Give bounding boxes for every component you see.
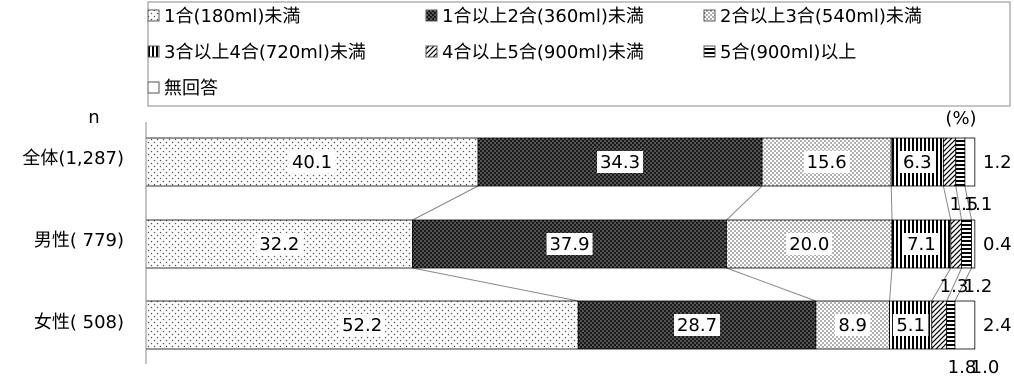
legend: 1合(180ml)未満 1合以上2合(360ml)未満 2合以上3合(540ml)未… <box>147 6 922 99</box>
value-label-bg <box>803 151 850 173</box>
bar-segment <box>955 137 966 187</box>
legend-label-7: 無回答 <box>164 78 218 99</box>
legend-label-3: 2合以上3合(540ml)未満 <box>720 6 922 27</box>
legend-box <box>147 1 1011 107</box>
connector-line <box>726 267 817 302</box>
value-label: 8.9 <box>838 315 867 336</box>
value-label: 1.1 <box>964 194 993 215</box>
value-label: 34.3 <box>600 152 640 173</box>
value-label-bg <box>834 314 871 336</box>
bar-segment <box>942 137 957 187</box>
connector-line <box>946 267 963 302</box>
bar-segment <box>950 219 962 269</box>
legend-label-4: 3合以上4合(720ml)未満 <box>164 42 366 63</box>
value-label-bg <box>674 314 721 336</box>
category-label-total: 全体(1,287) <box>22 148 124 169</box>
value-label: 20.0 <box>789 234 829 255</box>
value-label-bg <box>597 151 644 173</box>
legend-swatch-7 <box>147 81 160 94</box>
value-label: 0.4 <box>983 234 1012 255</box>
value-label-bg <box>892 314 929 336</box>
category-label-male: 男性( 779) <box>34 230 124 251</box>
connector-line <box>412 267 579 302</box>
value-label-bg <box>289 151 336 173</box>
connector-line <box>954 267 972 302</box>
value-label: 15.6 <box>807 152 847 173</box>
legend-swatch-3 <box>703 9 716 22</box>
connector-lines <box>412 185 973 302</box>
unit-label: (%) <box>945 108 976 129</box>
value-label: 6.3 <box>903 152 932 173</box>
legend-label-6: 5合(900ml)以上 <box>720 42 856 63</box>
value-label-bg <box>899 151 936 173</box>
value-label-bg <box>256 233 303 255</box>
connector-line <box>412 185 479 221</box>
value-label: 52.2 <box>342 315 382 336</box>
value-label: 1.0 <box>971 357 1000 377</box>
bar-segment <box>964 137 976 187</box>
connector-line <box>931 267 952 302</box>
n-label: n <box>88 107 99 128</box>
legend-swatch-6 <box>703 45 716 58</box>
value-label: 1.2 <box>983 152 1012 173</box>
value-label-bg <box>339 314 386 336</box>
connector-line <box>889 267 893 302</box>
connector-line <box>890 185 893 221</box>
legend-swatch-5 <box>425 45 438 58</box>
legend-label-5: 4合以上5合(900ml)未満 <box>442 42 644 63</box>
value-label: 37.9 <box>549 234 589 255</box>
connector-line <box>726 185 763 221</box>
connector-line <box>942 185 952 221</box>
value-label: 40.1 <box>292 152 332 173</box>
value-label: 1.8 <box>948 357 977 377</box>
value-label: 1.2 <box>964 276 993 297</box>
legend-swatch-2 <box>425 9 438 22</box>
value-label: 1.5 <box>950 194 979 215</box>
bar-segment <box>961 219 972 269</box>
value-label-bg <box>786 233 833 255</box>
bar-segment <box>931 300 948 350</box>
bar-segment <box>946 300 956 350</box>
legend-label-1: 1合(180ml)未満 <box>164 6 300 27</box>
value-label-bg <box>546 233 593 255</box>
bars <box>145 137 976 350</box>
value-label: 32.2 <box>259 234 299 255</box>
legend-label-2: 1合以上2合(360ml)未満 <box>442 6 644 27</box>
legend-swatch-4 <box>147 45 160 58</box>
value-label-bg <box>903 233 940 255</box>
connector-line <box>964 185 973 221</box>
legend-swatch-1 <box>147 9 160 22</box>
value-label: 7.1 <box>907 234 936 255</box>
bar-segment <box>971 219 976 269</box>
value-label: 5.1 <box>896 315 925 336</box>
connector-line <box>955 185 963 221</box>
value-labels: 40.1 34.3 15.6 6.31.51.11.232.2 37.9 20.0 7.11… <box>256 151 1012 377</box>
value-label: 1.3 <box>940 276 969 297</box>
category-label-female: 女性( 508) <box>34 312 124 333</box>
value-label: 28.7 <box>677 315 717 336</box>
value-label: 2.4 <box>983 315 1012 336</box>
bar-segment <box>954 300 976 350</box>
